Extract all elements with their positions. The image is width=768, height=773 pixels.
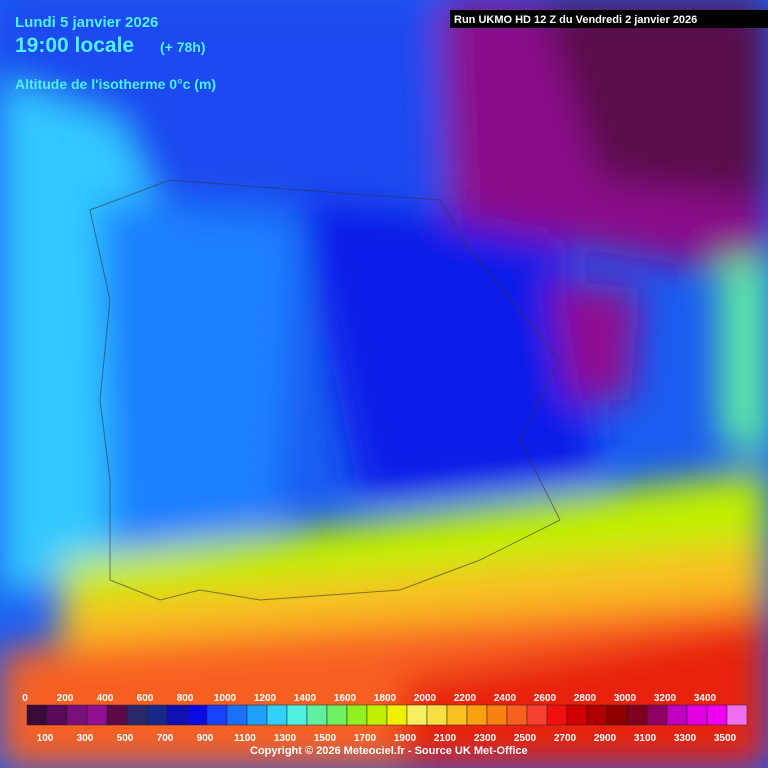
legend-swatch	[486, 704, 508, 726]
legend-label: 2300	[474, 733, 497, 744]
legend-label: 3000	[614, 693, 637, 704]
legend-swatch	[146, 704, 168, 726]
legend-swatch	[526, 704, 548, 726]
legend-label: 3100	[634, 733, 657, 744]
legend-label: 1000	[214, 693, 237, 704]
legend-label: 2800	[574, 693, 597, 704]
legend-label: 2400	[494, 693, 517, 704]
legend-swatch	[406, 704, 428, 726]
legend-label: 1600	[334, 693, 357, 704]
legend-label: 1500	[314, 733, 337, 744]
legend-label: 1200	[254, 693, 277, 704]
run-info: Run UKMO HD 12 Z du Vendredi 2 janvier 2…	[454, 14, 697, 26]
legend-label: 600	[137, 693, 154, 704]
legend-label: 2500	[514, 733, 537, 744]
legend-swatch	[666, 704, 688, 726]
legend-swatch	[206, 704, 228, 726]
legend-label: 0	[22, 693, 28, 704]
color-legend: 0 100 200 300 400 500 600 700 800 900 1000 1100 1200…	[22, 693, 748, 744]
legend-swatch	[126, 704, 148, 726]
legend-swatch	[286, 704, 308, 726]
legend-swatch	[326, 704, 348, 726]
legend-label: 800	[177, 693, 194, 704]
legend-label: 900	[197, 733, 214, 744]
legend-swatch	[26, 704, 48, 726]
legend-label: 3400	[694, 693, 717, 704]
legend-label: 200	[57, 693, 74, 704]
legend-swatch	[646, 704, 668, 726]
run-banner	[450, 10, 768, 28]
legend-label: 300	[77, 733, 94, 744]
legend-swatch	[566, 704, 588, 726]
legend-label: 1800	[374, 693, 397, 704]
legend-swatch	[166, 704, 188, 726]
legend-swatch	[706, 704, 728, 726]
legend-label: 2200	[454, 693, 477, 704]
legend-label: 1900	[394, 733, 417, 744]
legend-label: 2900	[594, 733, 617, 744]
legend-swatch	[66, 704, 88, 726]
legend-swatch	[246, 704, 268, 726]
lead-time: (+ 78h)	[160, 39, 206, 55]
legend-label: 1700	[354, 733, 377, 744]
legend-swatch	[226, 704, 248, 726]
legend-swatch	[626, 704, 648, 726]
legend-swatch	[366, 704, 388, 726]
legend-label: 1400	[294, 693, 317, 704]
legend-label: 2600	[534, 693, 557, 704]
legend-label: 100	[37, 733, 54, 744]
legend-swatch	[466, 704, 488, 726]
legend-label: 2700	[554, 733, 577, 744]
legend-swatch	[686, 704, 708, 726]
legend-swatch	[106, 704, 128, 726]
legend-swatch	[346, 704, 368, 726]
legend-swatch	[546, 704, 568, 726]
legend-swatch	[446, 704, 468, 726]
legend-swatch	[586, 704, 608, 726]
legend-swatch	[426, 704, 448, 726]
legend-swatch	[86, 704, 108, 726]
legend-label: 1100	[234, 733, 256, 744]
legend-label: 2000	[414, 693, 437, 704]
legend-label: 2100	[434, 733, 457, 744]
legend-swatch	[726, 704, 748, 726]
legend-swatch	[506, 704, 528, 726]
legend-swatch	[306, 704, 328, 726]
legend-label: 400	[97, 693, 114, 704]
legend-swatch	[186, 704, 208, 726]
legend-label: 700	[157, 733, 174, 744]
legend-label: 500	[117, 733, 134, 744]
legend-swatch	[46, 704, 68, 726]
legend-label: 1300	[274, 733, 297, 744]
copyright: Copyright © 2026 Meteociel.fr - Source U…	[250, 745, 528, 757]
forecast-date: Lundi 5 janvier 2026	[15, 14, 158, 31]
legend-label: 3500	[714, 733, 737, 744]
forecast-time: 19:00 locale	[15, 34, 134, 57]
legend-swatch	[266, 704, 288, 726]
legend-label: 3200	[654, 693, 677, 704]
legend-swatch	[606, 704, 628, 726]
legend-label: 3300	[674, 733, 697, 744]
parameter-title: Altitude de l'isotherme 0°c (m)	[15, 76, 216, 92]
legend-swatch	[386, 704, 408, 726]
